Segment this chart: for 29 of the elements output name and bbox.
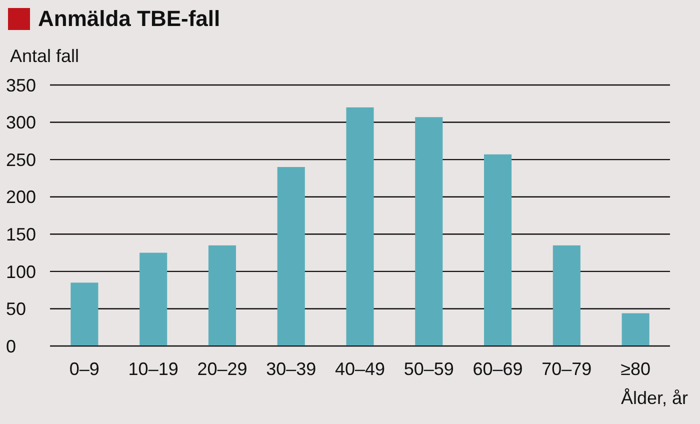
y-tick-label: 0 (6, 336, 16, 356)
bar (622, 313, 650, 346)
x-tick-label: 50–59 (404, 358, 454, 379)
y-tick-label: 350 (6, 75, 36, 96)
bar (415, 117, 443, 346)
x-tick-label: 60–69 (472, 358, 523, 379)
x-tick-label: 20–29 (197, 358, 248, 379)
y-tick-label: 150 (6, 224, 36, 245)
y-tick-label: 50 (6, 299, 26, 320)
bar (208, 245, 236, 346)
x-tick-label: 40–49 (334, 358, 386, 379)
bar (277, 167, 305, 346)
x-tick-label: 30–39 (266, 358, 316, 379)
bar (484, 154, 512, 346)
x-tick-label: 0–9 (69, 358, 100, 379)
y-tick-label: 200 (6, 187, 36, 208)
y-tick-label: 100 (6, 262, 36, 282)
x-tick-label: ≥80 (620, 358, 651, 379)
y-axis-title: Antal fall (10, 46, 80, 67)
bar (140, 252, 168, 346)
x-tick-label: 70–79 (542, 358, 592, 379)
bar (70, 282, 98, 346)
bar (552, 245, 580, 346)
y-tick-label: 300 (6, 112, 36, 133)
bar (346, 107, 374, 346)
x-tick-label: 10–19 (128, 358, 178, 379)
y-tick-label: 250 (6, 150, 36, 170)
x-axis-title: Ålder, år (620, 388, 688, 409)
chart-title: Anmälda TBE-fall (38, 6, 220, 32)
